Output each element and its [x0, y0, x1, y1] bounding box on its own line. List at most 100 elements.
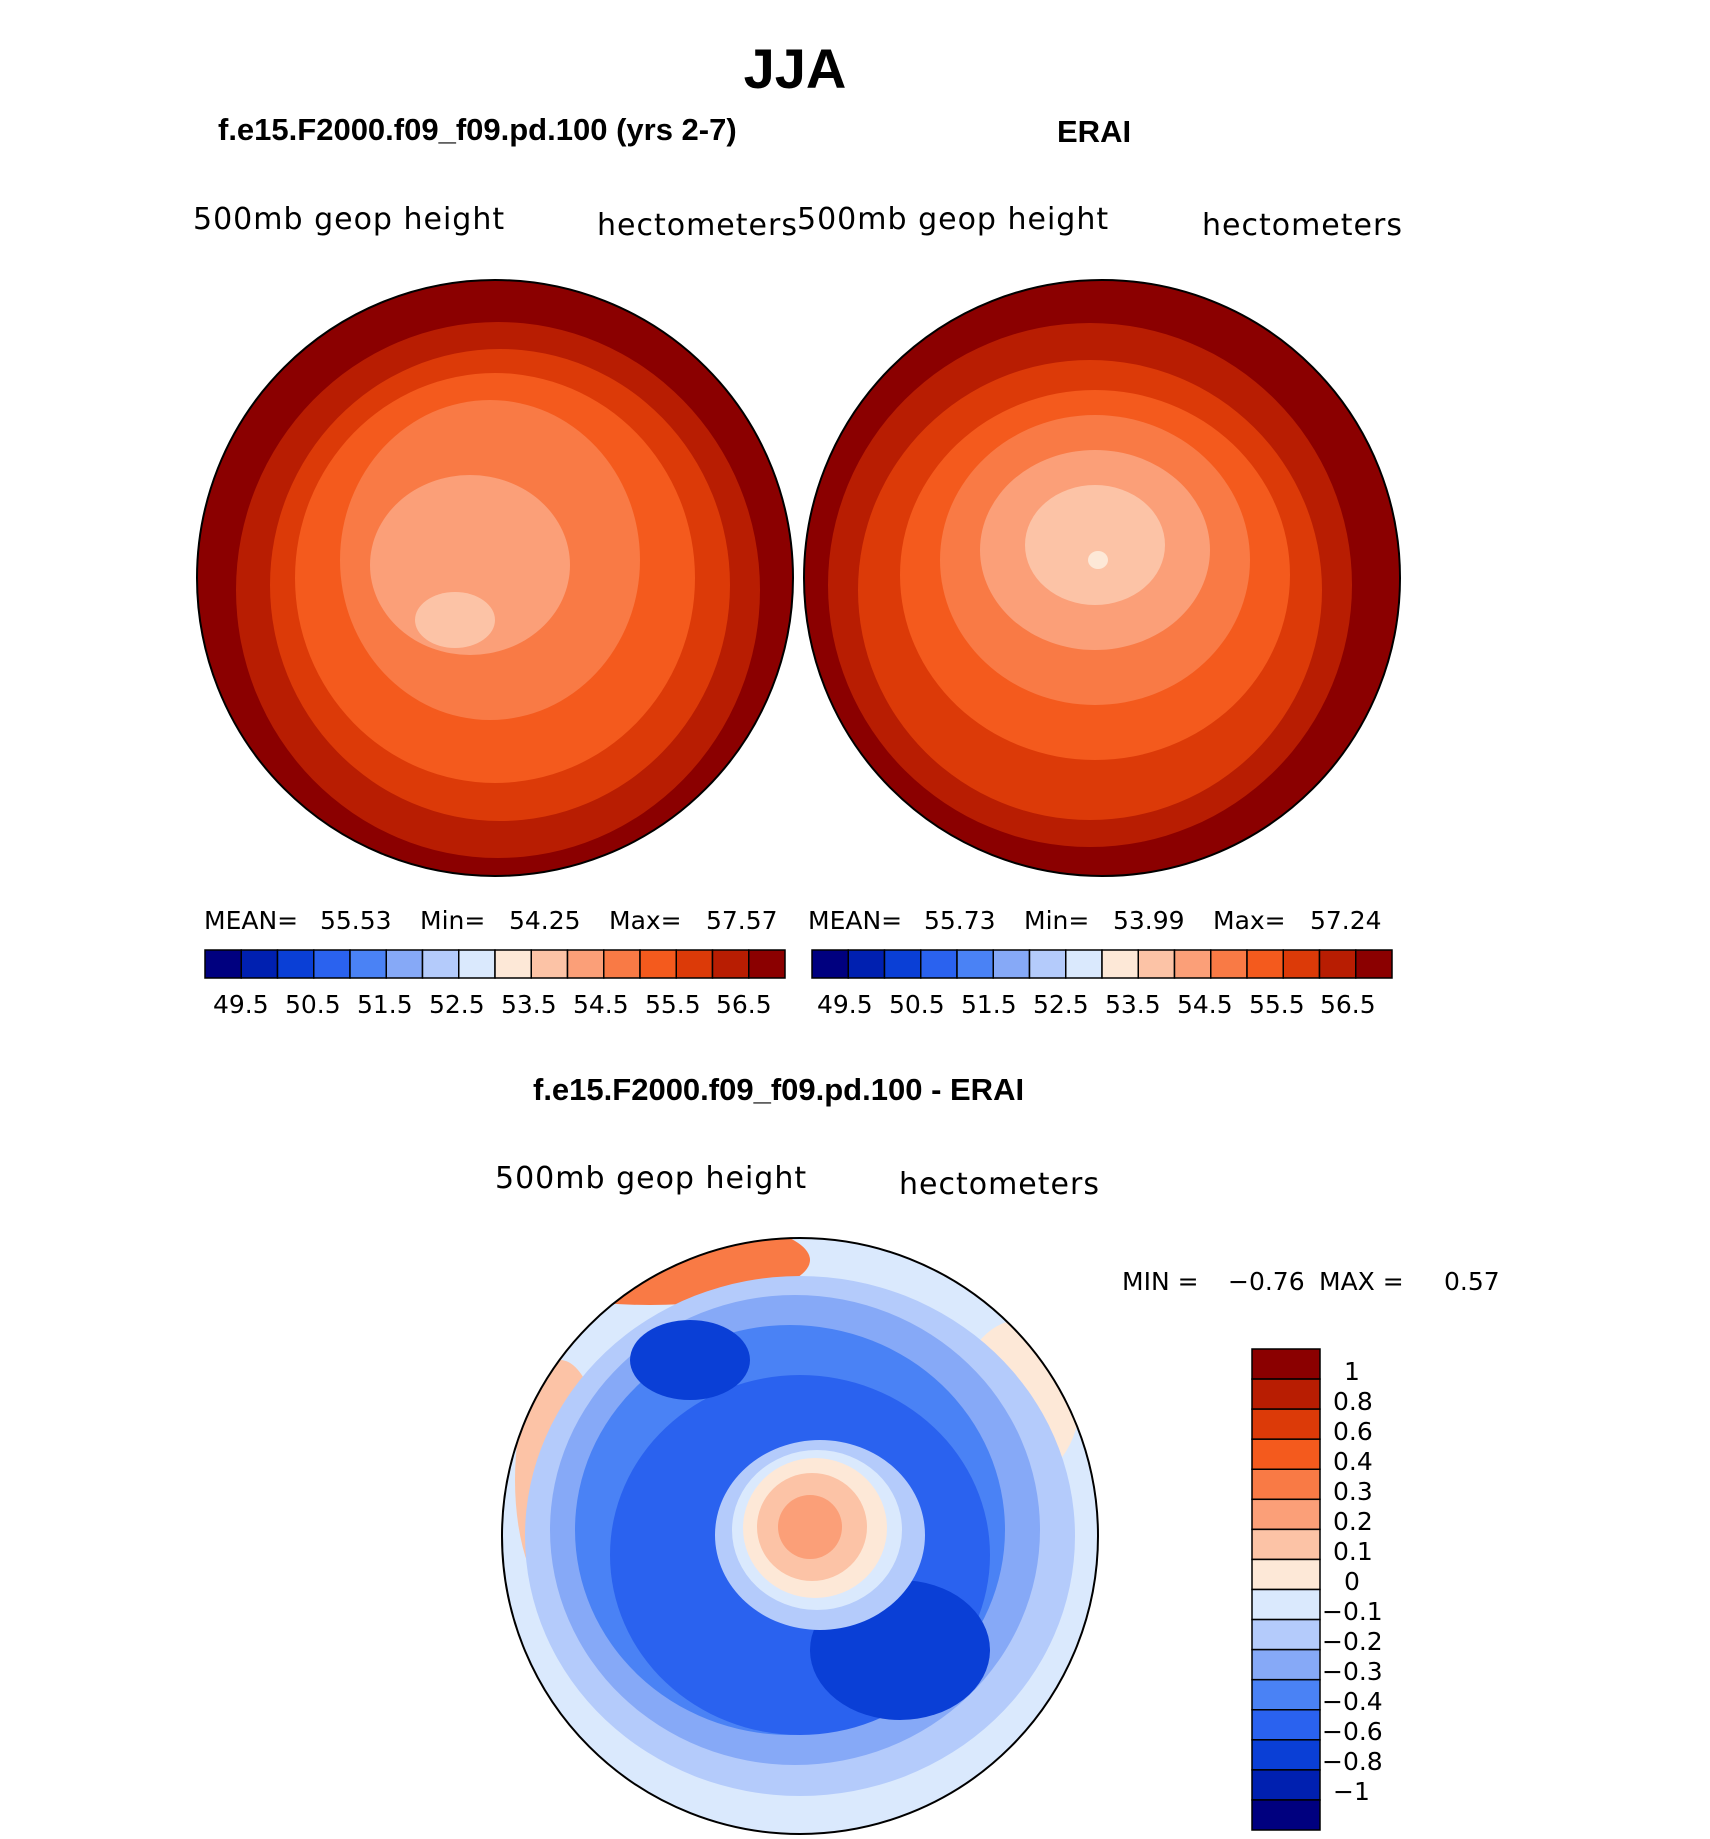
colorbar-swatch — [748, 949, 786, 979]
colorbar-swatch — [1251, 1498, 1321, 1531]
map-erai — [804, 280, 1400, 876]
stats-min-label-diff: MIN = — [1122, 1267, 1199, 1296]
colorbar-swatch — [1251, 1408, 1321, 1440]
stats-max-label-model: Max= — [609, 906, 682, 935]
colorbar-swatch — [603, 949, 641, 979]
colorbar-swatch — [675, 949, 714, 979]
panel-title-erai: ERAI — [1057, 114, 1132, 149]
stats-mean-model: 55.53 — [320, 906, 392, 935]
colorbar-swatch — [1251, 1378, 1321, 1410]
colorbar-swatch — [1251, 1468, 1321, 1501]
diff-colorbar-tick-label: −0.8 — [1322, 1747, 1383, 1776]
colorbar-tick-label: 51.5 — [357, 990, 413, 1019]
diff-colorbar-tick-label: −0.2 — [1322, 1627, 1383, 1656]
panel-title-diff: f.e15.F2000.f09_f09.pd.100 - ERAI — [533, 1072, 1025, 1107]
colorbar-tick-label: 54.5 — [1177, 990, 1233, 1019]
map-border-model — [196, 279, 794, 877]
colorbar-swatch — [1251, 1709, 1321, 1741]
colorbar-diff — [1251, 1348, 1321, 1831]
colorbar-swatch — [1246, 949, 1284, 979]
colorbar-swatch — [1251, 1648, 1321, 1681]
colorbar-swatch — [494, 949, 532, 979]
stats-max-label-erai: Max= — [1213, 906, 1286, 935]
diff-colorbar-tick-label: −0.4 — [1322, 1687, 1383, 1716]
diff-colorbar-tick-label: −0.3 — [1322, 1657, 1383, 1686]
colorbar-tick-label: 51.5 — [961, 990, 1017, 1019]
colorbar-swatch — [1251, 1678, 1321, 1711]
colorbar-swatch — [1251, 1438, 1321, 1470]
colorbar-swatch — [811, 949, 849, 979]
diff-colorbar-tick-label: 0 — [1344, 1567, 1360, 1596]
colorbar-tick-label: 52.5 — [429, 990, 485, 1019]
colorbar-tick-label: 53.5 — [501, 990, 557, 1019]
stats-mean-erai: 55.73 — [924, 906, 996, 935]
stats-max-model: 57.57 — [706, 906, 778, 935]
colorbar-swatch — [956, 949, 994, 979]
units-label-diff: hectometers — [899, 1167, 1100, 1202]
stats-min-label-erai: Min= — [1024, 906, 1090, 935]
colorbar-tick-label: 52.5 — [1033, 990, 1089, 1019]
colorbar-swatch — [711, 949, 750, 979]
colorbar-swatch — [1028, 949, 1067, 979]
colorbar-swatch — [1251, 1558, 1321, 1591]
colorbar-swatch — [566, 949, 605, 979]
map-diff — [502, 1238, 1098, 1834]
diff-colorbar-tick-label: −0.1 — [1322, 1597, 1383, 1626]
colorbar-swatch — [1251, 1588, 1321, 1621]
map-border-erai — [803, 279, 1401, 877]
colorbar-tick-label: 53.5 — [1105, 990, 1161, 1019]
colorbar-swatch — [204, 949, 242, 979]
variable-label-diff: 500mb geop height — [495, 1161, 808, 1196]
diff-colorbar-tick-label: 0.4 — [1333, 1447, 1373, 1476]
colorbar-swatch — [276, 949, 315, 979]
colorbar-swatch — [1251, 1528, 1321, 1561]
colorbar-swatch — [1137, 949, 1176, 979]
stats-min-erai: 53.99 — [1113, 906, 1185, 935]
colorbar-tick-label: 49.5 — [213, 990, 269, 1019]
colorbar-tick-label: 56.5 — [1320, 990, 1376, 1019]
colorbar-swatch — [349, 949, 387, 979]
map-border-diff — [501, 1237, 1099, 1835]
stats-min-diff: −0.76 — [1228, 1267, 1305, 1296]
colorbar-tick-label: 54.5 — [573, 990, 629, 1019]
diff-colorbar-tick-label: −0.6 — [1322, 1717, 1383, 1746]
diff-colorbar-tick-label: 0.6 — [1333, 1417, 1373, 1446]
diff-colorbar-tick-label: 0.1 — [1333, 1537, 1373, 1566]
colorbar-swatch — [1101, 949, 1139, 979]
colorbar-swatch — [1318, 949, 1357, 979]
colorbar-swatch — [1282, 949, 1321, 979]
colorbar-model — [204, 949, 786, 979]
diff-colorbar-tick-label: 0.2 — [1333, 1507, 1373, 1536]
map-model — [197, 280, 793, 876]
units-label-model: hectometers — [597, 208, 798, 243]
colorbar-swatch — [639, 949, 677, 979]
diff-colorbar-tick-label: 0.3 — [1333, 1477, 1373, 1506]
stats-max-erai: 57.24 — [1310, 906, 1382, 935]
colorbar-swatch — [530, 949, 569, 979]
variable-label-erai: 500mb geop height — [797, 202, 1110, 237]
colorbar-swatch — [421, 949, 460, 979]
stats-max-label-diff: MAX = — [1319, 1267, 1404, 1296]
stats-max-diff: 0.57 — [1444, 1267, 1500, 1296]
colorbar-swatch — [1251, 1348, 1321, 1380]
colorbar-swatch — [458, 949, 496, 979]
colorbar-swatch — [1065, 949, 1103, 979]
colorbar-tick-label: 50.5 — [889, 990, 945, 1019]
units-label-erai: hectometers — [1202, 208, 1403, 243]
variable-label-model: 500mb geop height — [193, 202, 506, 237]
colorbar-swatch — [992, 949, 1031, 979]
colorbar-swatch — [847, 949, 886, 979]
stats-min-model: 54.25 — [509, 906, 581, 935]
diff-colorbar-tick-label: −1 — [1333, 1777, 1370, 1806]
colorbar-tick-label: 50.5 — [285, 990, 341, 1019]
colorbar-swatch — [1251, 1799, 1321, 1831]
colorbar-swatch — [883, 949, 922, 979]
panel-title-model: f.e15.F2000.f09_f09.pd.100 (yrs 2-7) — [218, 112, 737, 147]
colorbar-swatch — [1210, 949, 1248, 979]
diff-colorbar-tick-label: 1 — [1344, 1357, 1360, 1386]
colorbar-tick-label: 55.5 — [1249, 990, 1305, 1019]
colorbar-erai — [811, 949, 1393, 979]
colorbar-swatch — [1251, 1618, 1321, 1651]
colorbar-swatch — [1251, 1739, 1321, 1771]
